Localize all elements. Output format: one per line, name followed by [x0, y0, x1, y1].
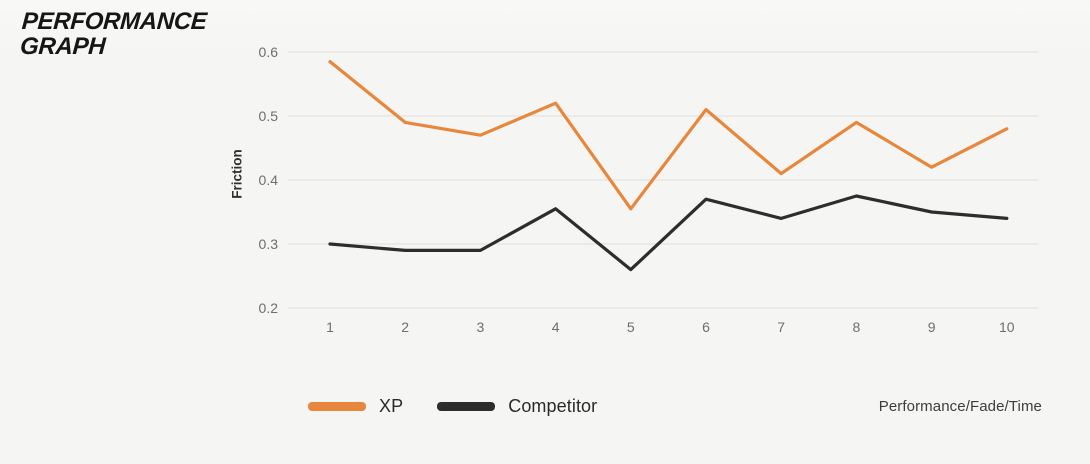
xp-line-swatch [308, 402, 366, 411]
y-tick-label: 0.5 [259, 108, 279, 124]
legend-item-xp: XP [308, 396, 403, 417]
y-tick-label: 0.3 [259, 236, 279, 252]
page-title: PERFORMANCE GRAPH [19, 8, 208, 60]
x-tick-label: 10 [999, 319, 1015, 335]
chart-legend: XP Competitor [308, 396, 597, 417]
x-axis-label: Performance/Fade/Time [878, 398, 1042, 415]
line-chart-plot: 0.2 0.3 0.4 0.5 0.6 1 2 3 4 5 6 7 8 9 10 [259, 44, 1038, 335]
series-line-competitor [328, 194, 1009, 272]
x-tick-label: 7 [777, 319, 785, 335]
x-tick-label: 5 [627, 319, 635, 335]
legend-label-competitor: Competitor [508, 396, 598, 416]
competitor-line-swatch [437, 402, 496, 411]
page-title-line2: GRAPH [19, 32, 107, 60]
x-tick-label: 1 [326, 319, 334, 335]
series-line-xp [328, 59, 1009, 211]
legend-label-xp: XP [379, 396, 404, 416]
x-tick-label: 2 [401, 319, 409, 335]
y-tick-label: 0.4 [259, 172, 279, 188]
x-tick-label: 9 [928, 319, 936, 335]
y-tick-label: 0.6 [259, 44, 279, 60]
x-tick-label: 6 [702, 319, 710, 335]
legend-item-competitor: Competitor [437, 396, 597, 417]
x-tick-label: 4 [552, 319, 560, 335]
x-tick-label: 3 [477, 319, 485, 335]
y-tick-label: 0.2 [259, 300, 279, 316]
x-tick-label: 8 [853, 319, 861, 335]
page-title-line1: PERFORMANCE [20, 8, 208, 35]
